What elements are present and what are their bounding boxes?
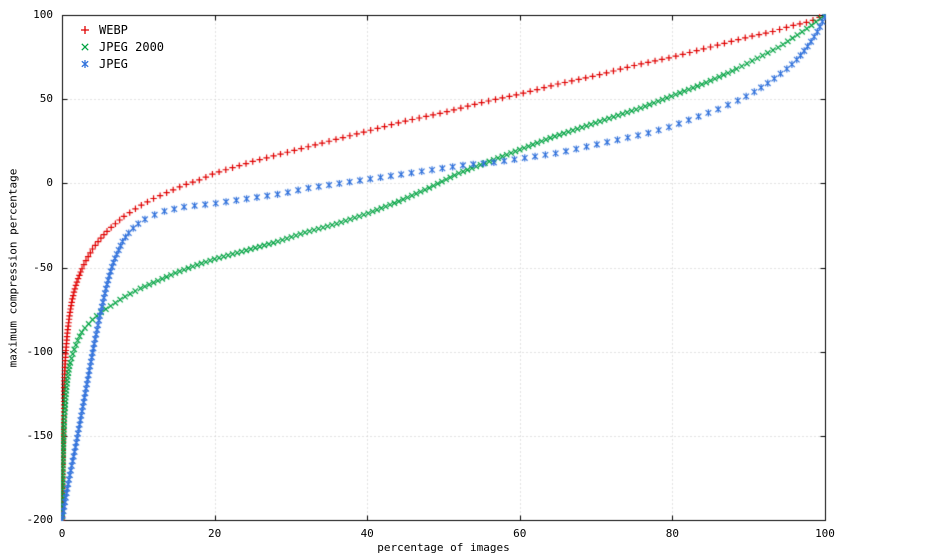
chart-legend: WEBP JPEG 2000 JPEG xyxy=(78,21,164,72)
legend-label: JPEG 2000 xyxy=(99,39,165,54)
asterisk-marker-icon xyxy=(81,59,89,68)
x-tick-label: 0 xyxy=(58,527,66,540)
legend-item-webp: WEBP xyxy=(78,21,164,38)
y-tick-label: 0 xyxy=(46,176,53,190)
y-tick-label: 50 xyxy=(39,92,53,106)
x-tick-label: 60 xyxy=(513,527,527,540)
y-tick-label: 100 xyxy=(33,8,53,21)
y-tick-label: -50 xyxy=(33,260,53,274)
x-tick-label: 100 xyxy=(815,527,835,540)
legend-label: WEBP xyxy=(99,22,128,37)
x-tick-label: 20 xyxy=(207,527,222,540)
x-tick-label: 80 xyxy=(665,527,680,540)
x-tick-label: 40 xyxy=(360,527,374,540)
legend-item-jpeg-2000: JPEG 2000 xyxy=(78,38,164,55)
y-tick-label: -100 xyxy=(26,344,54,358)
legend-item-jpeg: JPEG xyxy=(78,55,164,72)
cross-marker-icon xyxy=(81,42,89,51)
legend-label: JPEG xyxy=(99,56,128,71)
y-tick-label: -150 xyxy=(26,428,54,442)
x-axis-title: percentage of images xyxy=(377,541,510,554)
plus-marker-icon xyxy=(81,25,89,34)
y-tick-label: -200 xyxy=(26,513,54,526)
